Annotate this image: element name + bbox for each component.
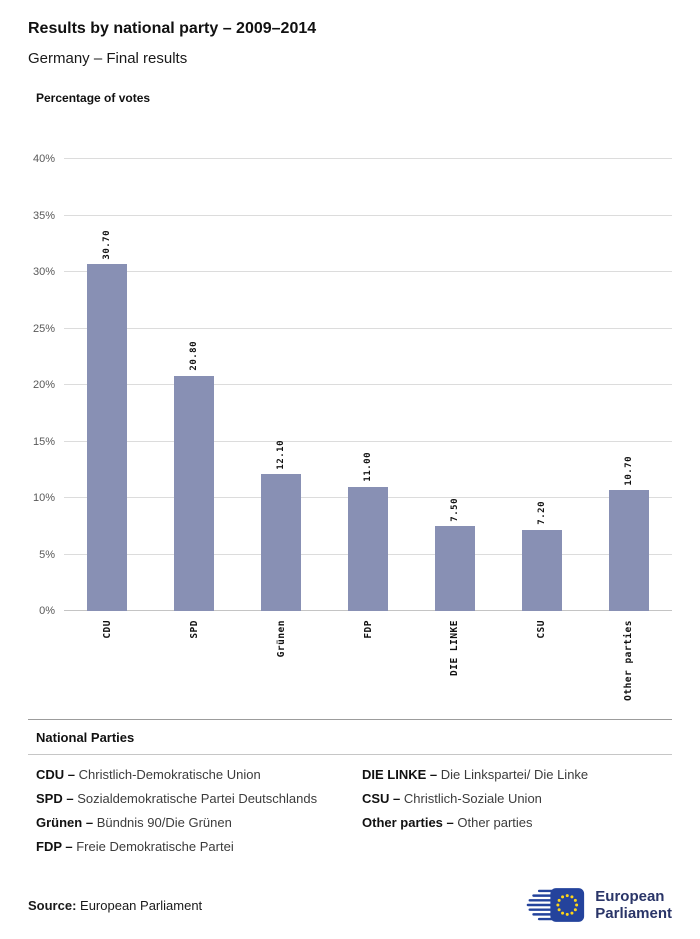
bar-group: 10.70 xyxy=(585,159,672,611)
legend-name: Die Linkspartei/ Die Linke xyxy=(440,767,589,782)
legend-item: FDP – Freie Demokratische Partei xyxy=(36,838,362,855)
legend-columns: CDU – Christlich-Demokratische Union SPD … xyxy=(28,767,672,864)
legend-item: CSU – Christlich-Soziale Union xyxy=(362,790,672,807)
x-label-cell: FDP xyxy=(325,611,412,711)
x-axis-label: CDU xyxy=(101,620,113,639)
y-tick-label: 40% xyxy=(32,153,55,165)
source-value: European Parliament xyxy=(80,897,203,913)
bars-row: 30.70 20.80 12.10 11.00 7.50 7.20 10.70 xyxy=(64,159,672,611)
legend-abbr: Grünen – xyxy=(36,814,97,830)
source-label: Source: xyxy=(28,897,77,913)
y-tick-label: 25% xyxy=(32,322,55,335)
bar-group: 20.80 xyxy=(151,159,238,611)
y-tick-label: 0% xyxy=(39,605,55,617)
y-tick-label: 30% xyxy=(32,266,55,278)
bar-die-linke xyxy=(434,526,475,611)
legend-item: Grünen – Bündnis 90/Die Grünen xyxy=(36,814,362,831)
gridline xyxy=(64,158,672,159)
legend-name: Bündnis 90/Die Grünen xyxy=(96,814,232,830)
x-label-cell: DIE LINKE xyxy=(411,611,498,711)
legend-name: Freie Demokratische Partei xyxy=(76,838,234,854)
bar-cdu xyxy=(87,264,128,611)
national-parties-legend: National Parties CDU – Christlich-Demokr… xyxy=(28,719,672,864)
legend-abbr: DIE LINKE – xyxy=(362,767,441,782)
legend-abbr: FDP – xyxy=(36,838,77,854)
legend-name: Christlich-Demokratische Union xyxy=(78,767,261,782)
legend-item: DIE LINKE – Die Linkspartei/ Die Linke xyxy=(362,767,672,783)
x-axis-label: Grünen xyxy=(275,620,287,658)
gridline xyxy=(64,327,672,329)
legend-item: SPD – Sozialdemokratische Partei Deutsch… xyxy=(36,790,362,807)
legend-column-right: DIE LINKE – Die Linkspartei/ Die Linke CS… xyxy=(362,767,672,864)
bar-value-label: 7.50 xyxy=(449,497,460,522)
gridline xyxy=(64,384,672,385)
legend-abbr: SPD – xyxy=(36,790,78,806)
y-axis: 0% 5% 10% 15% 20% 25% 30% 35% 40% xyxy=(28,153,64,617)
gridline xyxy=(64,214,672,216)
bar-value-label: 7.20 xyxy=(536,500,547,525)
x-label-cell: Other parties xyxy=(585,611,672,711)
x-label-cell: SPD xyxy=(151,611,238,711)
source-line: Source: European Parliament xyxy=(28,898,202,913)
plot-grid: 30.70 20.80 12.10 11.00 7.50 7.20 10.70 xyxy=(64,158,672,611)
page-subtitle: Germany – Final results xyxy=(28,50,188,67)
x-label-cell: CSU xyxy=(498,611,585,711)
legend-abbr: Other parties – xyxy=(362,814,458,830)
x-axis-label: SPD xyxy=(188,620,200,639)
bar-value-label: 11.00 xyxy=(363,452,373,482)
legend-top-divider xyxy=(28,719,672,720)
eu-flag-icon xyxy=(526,888,585,922)
x-axis-label: FDP xyxy=(362,620,374,639)
bar-other-parties xyxy=(608,490,649,611)
legend-column-left: CDU – Christlich-Demokratische Union SPD … xyxy=(36,767,362,864)
bar-fdp xyxy=(348,486,388,611)
bar-spd xyxy=(174,375,215,611)
legend-item: CDU – Christlich-Demokratische Union xyxy=(36,767,362,783)
chart-plot-area: 0% 5% 10% 15% 20% 25% 30% 35% 40% 30.70 20.80 12.1… xyxy=(28,153,672,617)
legend-mid-divider xyxy=(28,754,672,755)
bar-chart: Percentage of votes 0% 5% 10% 15% 20% 25% 30% 3… xyxy=(28,91,672,711)
bar-group: 11.00 xyxy=(325,159,412,611)
x-label-cell: Grünen xyxy=(238,611,325,711)
bar-group: 12.10 xyxy=(238,159,325,611)
bar-group: 30.70 xyxy=(64,159,151,611)
y-tick-label: 35% xyxy=(32,209,55,222)
gridline xyxy=(64,271,672,272)
bar-value-label: 10.70 xyxy=(623,455,634,486)
gridline xyxy=(64,440,672,442)
footer: Source: European Parliament xyxy=(28,885,672,925)
x-axis-labels: CDU SPD Grünen FDP DIE LINKE CSU Other parties xyxy=(64,611,672,711)
bar-group: 7.20 xyxy=(498,159,585,611)
logo-wordmark: European Parliament xyxy=(595,888,672,923)
x-axis-label: CSU xyxy=(536,620,548,639)
x-axis-label: DIE LINKE xyxy=(449,620,461,676)
y-tick-label: 10% xyxy=(32,492,55,504)
bar-grünen xyxy=(261,474,302,611)
legend-abbr: CDU – xyxy=(36,767,79,782)
chart-title: Percentage of votes xyxy=(36,91,151,105)
y-tick-label: 15% xyxy=(32,435,55,448)
logo-word-parliament: Parliament xyxy=(595,905,672,922)
legend-item: Other parties – Other parties xyxy=(362,814,672,831)
page-title: Results by national party – 2009–2014 xyxy=(28,20,317,37)
bar-csu xyxy=(521,529,562,611)
bar-value-label: 12.10 xyxy=(276,439,287,470)
x-label-cell: CDU xyxy=(64,611,151,711)
y-tick-label: 20% xyxy=(32,379,55,391)
y-tick-label: 5% xyxy=(39,548,55,561)
legend-name: Christlich-Soziale Union xyxy=(403,790,542,806)
bar-group: 7.50 xyxy=(411,159,498,611)
bar-value-label: 30.70 xyxy=(102,229,113,260)
logo-word-european: European xyxy=(595,887,665,905)
legend-abbr: CSU – xyxy=(362,790,404,806)
legend-heading: National Parties xyxy=(36,730,135,745)
bar-value-label: 20.80 xyxy=(189,341,200,371)
x-axis-label: Other parties xyxy=(623,620,635,701)
legend-name: Sozialdemokratische Partei Deutschlands xyxy=(77,790,318,806)
legend-name: Other parties xyxy=(457,814,533,830)
european-parliament-logo: European Parliament xyxy=(526,885,672,925)
